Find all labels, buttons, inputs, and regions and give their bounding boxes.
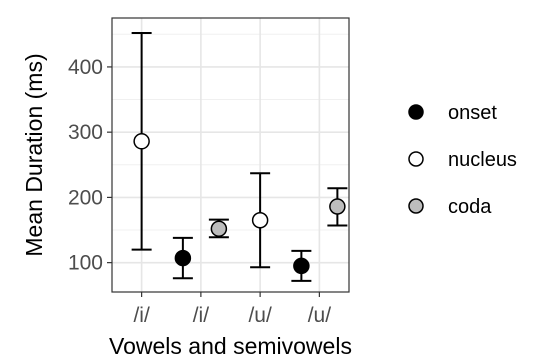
y-axis: 100 200 300 400: [68, 56, 112, 275]
y-tick-label: 200: [68, 186, 103, 209]
x-tick-label: /u/: [248, 304, 272, 327]
legend-key-coda: [408, 198, 424, 214]
y-axis-title: Mean Duration (ms): [21, 53, 47, 256]
data-points: [133, 133, 346, 275]
x-axis: /i/ /i/ /u/ /u/: [133, 292, 331, 327]
legend-label-coda: coda: [448, 196, 492, 218]
y-tick-label: 400: [68, 56, 103, 79]
y-tick-label: 300: [68, 121, 103, 144]
point-coda: [329, 198, 346, 215]
legend-label-onset: onset: [448, 102, 497, 124]
x-axis-title: Vowels and semivowels: [109, 333, 352, 359]
legend-key-nucleus: [408, 151, 424, 167]
error-bars: [131, 32, 348, 282]
grid: [112, 18, 349, 292]
legend-key-onset: [408, 104, 424, 120]
x-tick-label: /i/: [133, 304, 150, 327]
x-tick-label: /u/: [308, 304, 332, 327]
legend: onset nucleus coda: [408, 102, 517, 218]
x-tick-label: /i/: [193, 304, 210, 327]
legend-label-nucleus: nucleus: [448, 149, 517, 171]
point-nucleus: [251, 211, 269, 229]
point-coda: [210, 220, 228, 237]
point-nucleus: [133, 133, 150, 150]
panel-border: [111, 17, 350, 293]
point-onset: [293, 257, 310, 275]
y-tick-label: 100: [68, 252, 103, 275]
point-onset: [174, 249, 192, 267]
